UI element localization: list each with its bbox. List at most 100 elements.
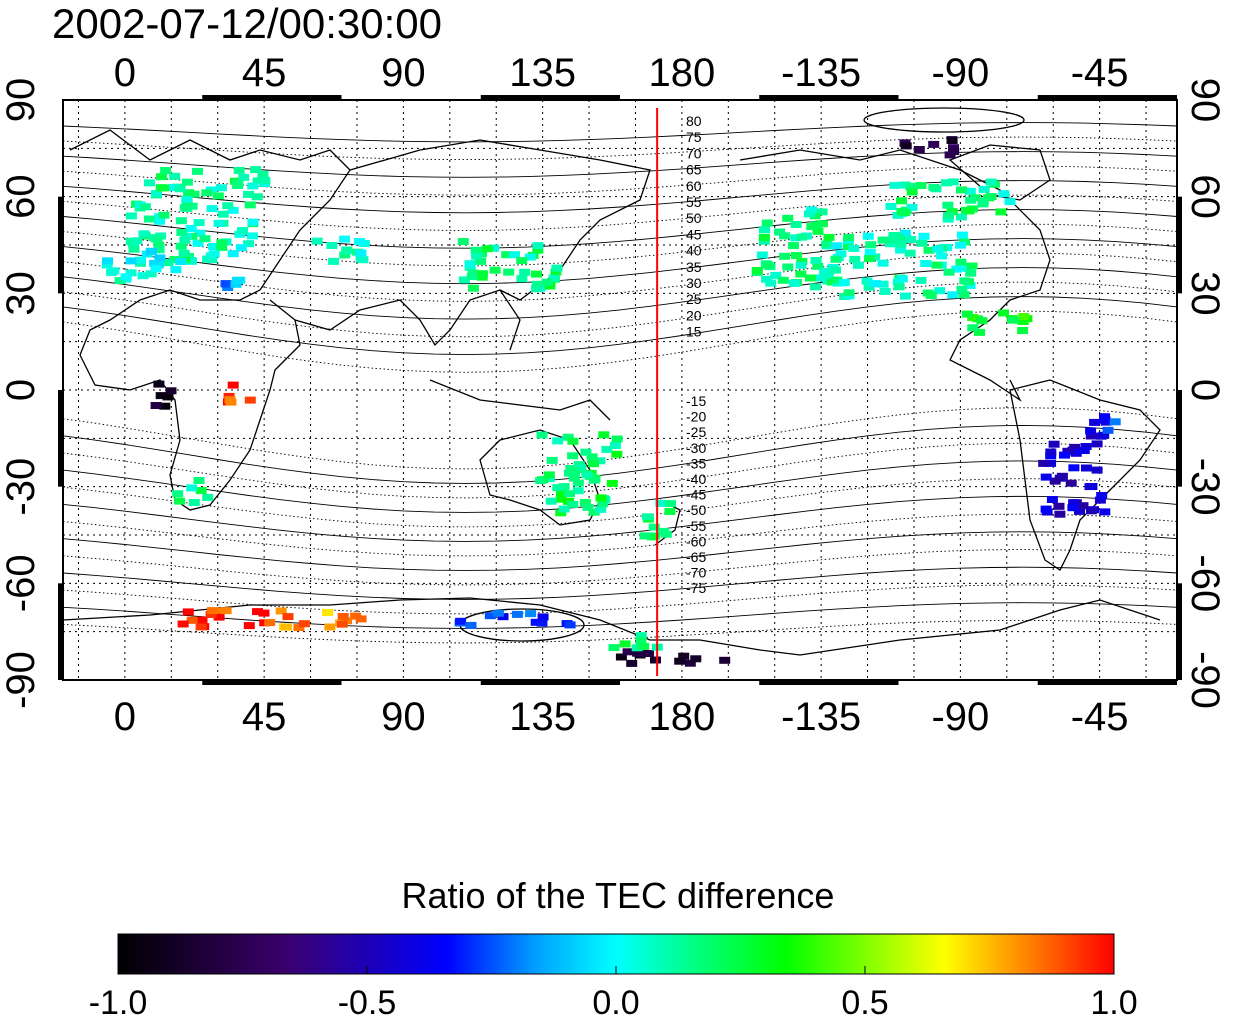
tec-cell [955,241,967,249]
tec-cell [674,657,686,665]
contour-label: -30 [686,440,706,456]
tec-cell [125,269,137,277]
tec-cell [966,262,978,270]
tec-cell [531,285,542,293]
axis-frame-bars [58,95,1182,685]
tec-cell [790,234,802,242]
top-lon-tick-label: 0 [114,51,136,95]
contour-label: -45 [686,487,706,503]
tec-cell [606,479,618,487]
tec-cell [144,215,155,223]
tec-cell [581,471,593,478]
tec-cell [1084,483,1096,491]
tec-cell [756,251,768,259]
tec-cell [985,178,997,186]
tec-cell [758,234,770,241]
tec-cell [665,500,676,508]
magnetic-contour [63,602,1177,629]
tec-cell [779,252,791,260]
magnetic-contour [63,478,1177,528]
tec-cell [298,620,310,628]
tec-cell [1094,496,1106,504]
tec-cell [795,261,807,269]
tec-cell [170,266,182,274]
tec-cell [842,243,854,251]
contour-label: 40 [686,243,702,259]
tec-cell [805,274,816,282]
tec-cell [934,287,946,295]
tec-cell [899,229,911,237]
tec-cell [779,232,790,240]
tec-cell [932,245,944,253]
frame-bar [58,390,63,487]
tec-cell [806,206,818,214]
tec-cell [788,242,799,250]
tec-cell [484,612,496,620]
tec-cell [230,280,242,288]
tec-cell [531,270,542,278]
tec-cell [611,435,623,443]
tec-cell [471,252,483,260]
tec-cell [120,273,132,281]
tec-cell [877,259,889,267]
tec-cell [946,137,958,144]
tec-cell [831,276,843,284]
tec-cell [961,310,973,318]
tec-cell [532,246,544,254]
tec-cell [182,608,194,616]
tec-cell [660,530,672,538]
tec-cell [782,214,794,222]
tec-cell [199,235,211,243]
tec-cell [222,202,234,210]
tec-cell [1038,459,1050,467]
tec-cells [101,136,1121,667]
tec-cell [955,213,967,221]
tec-cell [152,261,164,269]
top-lon-tick-label: -45 [1071,51,1129,95]
tec-cell [965,196,977,204]
tec-cell [138,230,150,238]
colorbar-tick-label: -0.5 [338,984,397,1022]
contour-label: 20 [686,307,702,323]
tec-cell [145,270,157,278]
tec-cell [974,328,985,336]
tec-cell [906,182,918,190]
tec-cell [215,184,227,192]
tec-cell [635,632,647,640]
tec-cell [551,264,563,272]
tec-cell [503,268,515,276]
tec-cell [803,210,815,218]
top-lon-tick-label: -90 [931,51,989,95]
tec-cell [150,265,162,273]
tec-cell [339,235,351,243]
tec-cell [221,280,233,288]
tec-cell [622,648,634,656]
tec-cell [598,431,610,439]
tec-cell [131,237,143,245]
tec-cell [1056,472,1068,480]
tec-cell [476,270,488,278]
tec-cell [324,623,336,631]
tec-cell [250,166,262,174]
tec-cell [928,140,940,148]
left-lat-tick-label: -90 [0,651,43,709]
tec-cell [1085,432,1097,440]
tec-cell [913,146,925,153]
tec-cell [795,270,807,278]
tec-cell [339,251,351,259]
tec-cell [293,624,305,632]
tec-cell [885,202,897,210]
tec-cell [597,500,609,508]
tec-cell [135,256,147,264]
tec-cell [174,497,186,505]
tec-cell [611,450,623,458]
contour-label: 30 [686,275,702,291]
tec-cell [537,613,549,621]
tec-cell [579,498,591,506]
tec-cell [252,177,264,185]
tec-cell [946,208,958,216]
contour-label: -65 [686,549,706,565]
frame-bar [480,680,620,685]
tec-cell [1081,464,1092,472]
tec-cell [183,189,195,197]
